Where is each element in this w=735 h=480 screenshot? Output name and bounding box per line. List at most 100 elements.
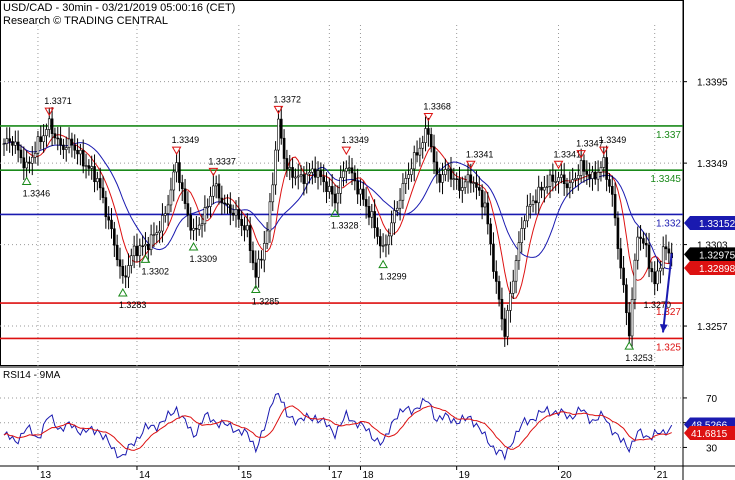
price-bar-body (311, 168, 314, 173)
price-bar-body (36, 136, 40, 154)
price-bar-body (661, 246, 665, 269)
price-bar-body (554, 181, 557, 183)
price-bar-body (161, 215, 164, 232)
resistance-marker-icon (171, 146, 182, 156)
price-bar-body (520, 228, 524, 244)
annotation-label: 1.3253 (625, 353, 653, 363)
price-bar-body (274, 149, 277, 186)
support-marker-icon (250, 284, 261, 293)
price-bar-body (149, 234, 153, 250)
price-bar-body (22, 157, 26, 169)
price-bar-body (107, 216, 110, 221)
price-bar-body (98, 178, 102, 189)
price-bar-body (217, 183, 221, 199)
y-tick-label-rsi: 70 (706, 394, 718, 405)
x-tick-label: 13 (40, 470, 52, 480)
price-bar-body (79, 150, 82, 155)
chart-title: USD/CAD - 30min - 03/21/2019 05:00:16 (C… (3, 2, 236, 14)
price-bar-body (163, 213, 167, 216)
price-bar-body (526, 205, 529, 222)
price-bar-body (568, 182, 572, 189)
price-bar-body (254, 262, 258, 278)
price-bar-body (50, 118, 54, 134)
support-marker-icon (378, 259, 388, 269)
resistance-marker-icon (576, 150, 587, 159)
annotation-label: 1.3341 (466, 149, 494, 159)
price-bar-body (45, 129, 48, 137)
annotation-label: 1.3349 (341, 135, 369, 145)
price-bar-body (206, 206, 209, 208)
price-bar-body (356, 180, 359, 195)
annotation-label: 1.3270 (644, 300, 672, 310)
value-box (684, 247, 735, 262)
price-bar-body (152, 234, 156, 236)
price-bar-body (47, 118, 51, 130)
resistance-marker-icon (423, 112, 434, 122)
price-bar-body (155, 232, 159, 235)
price-bar-body (404, 178, 408, 184)
price-bar-body (124, 275, 127, 278)
y-tick-label-rsi: 30 (706, 443, 718, 454)
price-bar-body (28, 161, 31, 164)
support-marker-icon (117, 287, 128, 297)
y-tick-label-main: 1.3349 (697, 159, 728, 170)
price-bar-body (19, 149, 23, 159)
price-bar-body (613, 194, 617, 219)
price-bar-body (299, 174, 303, 177)
level-label: 1.327 (656, 307, 681, 318)
price-bar-body (175, 162, 178, 173)
price-bar-body (73, 144, 77, 151)
price-bar-body (656, 270, 659, 285)
price-bar-body (378, 236, 382, 247)
annotation-label: 1.3285 (252, 296, 280, 306)
price-bar-body (2, 143, 6, 145)
price-bar-body (370, 211, 374, 218)
price-bar-body (463, 181, 467, 188)
price-bar-body (359, 188, 362, 195)
price-bar-body (444, 169, 447, 176)
price-bar-body (642, 238, 645, 244)
price-bar-body (591, 171, 594, 179)
price-bar-body (308, 172, 311, 175)
price-bar-body (296, 175, 300, 178)
resistance-marker-icon (598, 146, 609, 156)
price-bar-body (234, 209, 238, 216)
level-label: 1.3345 (650, 174, 681, 185)
price-bar-body (121, 265, 125, 277)
x-tick-label: 14 (139, 470, 151, 480)
price-bar-body (395, 207, 399, 211)
price-bar-body (362, 188, 365, 200)
price-bar-body (424, 128, 427, 143)
price-bar-body (353, 172, 357, 182)
price-bar-body (214, 183, 218, 187)
price-bar-body (492, 243, 495, 272)
price-bar-body (305, 173, 309, 184)
price-bar-body (130, 255, 133, 266)
annotation-label: 1.3283 (119, 300, 147, 310)
x-tick-label: 17 (331, 470, 343, 480)
price-bar-body (622, 267, 625, 286)
price-bar-body (328, 186, 331, 192)
price-bar-body (557, 177, 560, 182)
price-bar-body (644, 242, 648, 246)
price-bar-body (438, 173, 441, 183)
price-bar-body (503, 318, 507, 337)
price-bar-body (347, 167, 351, 170)
x-tick-label: 20 (561, 470, 573, 480)
price-bar-body (410, 168, 413, 175)
price-bar-body (446, 168, 450, 171)
price-bar-body (461, 187, 464, 191)
price-bar-body (104, 197, 108, 218)
price-bar-body (186, 203, 190, 216)
price-bar-body (127, 265, 130, 278)
price-bar-body (101, 187, 105, 198)
price-bar-body (610, 186, 614, 195)
price-bar-body (435, 161, 439, 175)
price-bar-body (203, 207, 207, 225)
price-bar-body (582, 160, 586, 172)
support-marker-icon (624, 341, 635, 350)
price-bar-body (251, 250, 255, 264)
support-marker-icon (188, 241, 199, 251)
price-bar-body (246, 225, 249, 231)
